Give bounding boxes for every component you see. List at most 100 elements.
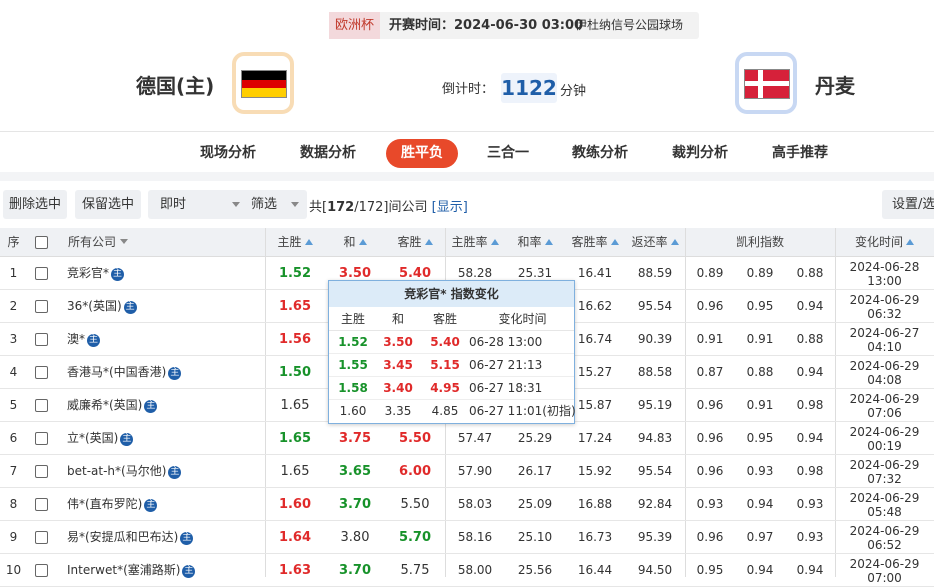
company[interactable]: 立*(英国) 主 xyxy=(67,422,134,455)
count-prefix: 共[ xyxy=(309,200,328,215)
tab[interactable]: 胜平负 xyxy=(386,139,458,168)
delete-button[interactable]: 删除选中 xyxy=(3,190,67,219)
popup-time: 06-28 13:00 xyxy=(469,335,543,349)
column-header: 客胜率 xyxy=(565,228,625,257)
sort-icon[interactable] xyxy=(424,239,433,245)
kelly: 0.88 xyxy=(746,365,774,379)
tab[interactable]: 裁判分析 xyxy=(672,145,728,161)
company[interactable]: 伟*(直布罗陀) 主 xyxy=(67,488,158,521)
company[interactable]: 威廉希*(英国) 主 xyxy=(67,389,158,422)
badge: 主 xyxy=(144,400,158,413)
odds: 5.40 xyxy=(398,266,432,281)
keep-button[interactable]: 保留选中 xyxy=(75,190,141,219)
settings-button[interactable]: 设置/选 xyxy=(882,190,934,219)
rate: 25.56 xyxy=(517,563,553,577)
row-number: 3 xyxy=(9,332,18,346)
sort-icon[interactable] xyxy=(906,239,914,245)
rate: 16.74 xyxy=(577,332,613,346)
sort-icon[interactable] xyxy=(120,239,129,244)
change-date: 2024-06-29 xyxy=(849,425,920,439)
mode-select[interactable]: 即时 xyxy=(148,190,250,219)
sort-icon[interactable] xyxy=(490,239,499,245)
show-link[interactable]: [显示] xyxy=(431,200,468,215)
company-name: bet-at-h*(马尔他) xyxy=(67,464,167,478)
odds: 1.65 xyxy=(280,464,310,479)
change-time: 06:52 xyxy=(867,538,902,552)
rate: 17.24 xyxy=(577,431,613,445)
company[interactable]: 香港马*(中国香港) 主 xyxy=(67,356,182,389)
tab[interactable]: 现场分析 xyxy=(200,145,256,161)
filter-text: 筛选 xyxy=(251,197,278,212)
band xyxy=(0,172,934,181)
popup-column: 和 xyxy=(377,307,419,331)
change-date: 2024-06-27 xyxy=(849,326,920,340)
popup-odds: 1.55 xyxy=(338,358,368,372)
rate: 57.47 xyxy=(457,431,493,445)
row-checkbox[interactable] xyxy=(35,531,48,544)
kelly: 0.88 xyxy=(796,266,824,280)
tab[interactable]: 三合一 xyxy=(487,145,529,161)
popup-title: 竞彩官* 指数变化 xyxy=(329,281,574,307)
rate: 94.50 xyxy=(637,563,673,577)
checkbox-all[interactable] xyxy=(35,236,48,249)
tab[interactable]: 高手推荐 xyxy=(772,145,828,161)
odds: 3.75 xyxy=(338,431,372,446)
kelly: 0.97 xyxy=(746,530,774,544)
league: 欧洲杯 xyxy=(329,12,380,39)
filter-select[interactable]: 筛选 xyxy=(242,190,307,219)
popup-column: 主胜 xyxy=(329,307,377,331)
change-date: 2024-06-29 xyxy=(849,491,920,505)
row-checkbox[interactable] xyxy=(35,432,48,445)
popup-odds: 3.40 xyxy=(383,381,413,395)
change-date: 2024-06-29 xyxy=(849,359,920,373)
rate: 15.87 xyxy=(577,398,613,412)
rate: 26.17 xyxy=(517,464,553,478)
company[interactable]: 澳* 主 xyxy=(67,323,101,356)
sort-icon[interactable] xyxy=(304,239,313,245)
venue: 伊杜纳信号公园球场 xyxy=(575,18,684,32)
odds: 1.52 xyxy=(278,266,312,281)
odds: 1.64 xyxy=(278,530,312,545)
count-suffix: /172]间公司 xyxy=(354,200,428,215)
row-number: 5 xyxy=(9,398,18,412)
sort-icon[interactable] xyxy=(670,239,679,245)
company[interactable]: 36*(英国) 主 xyxy=(67,290,137,323)
popup-odds: 4.85 xyxy=(431,404,459,418)
company[interactable]: Interwet*(塞浦路斯) 主 xyxy=(67,554,196,587)
sort-icon[interactable] xyxy=(358,239,367,245)
row-checkbox[interactable] xyxy=(35,366,48,379)
row-checkbox[interactable] xyxy=(35,333,48,346)
kelly: 0.89 xyxy=(746,266,774,280)
home-flag xyxy=(232,52,294,114)
company[interactable]: bet-at-h*(马尔他) 主 xyxy=(67,455,182,488)
tab[interactable]: 教练分析 xyxy=(572,145,628,161)
odds: 1.65 xyxy=(280,398,310,413)
kelly: 0.93 xyxy=(796,530,824,544)
row-checkbox[interactable] xyxy=(35,564,48,577)
odds: 1.65 xyxy=(278,431,312,446)
row-checkbox[interactable] xyxy=(35,267,48,280)
company[interactable]: 竞彩官* 主 xyxy=(67,257,125,290)
odds: 1.60 xyxy=(278,497,312,512)
popup-odds: 1.58 xyxy=(338,381,368,395)
company-name: 竞彩官* xyxy=(67,266,110,280)
column-title: 凯利指数 xyxy=(735,235,784,249)
kelly: 0.95 xyxy=(696,563,724,577)
company-name: 威廉希*(英国) xyxy=(67,398,143,412)
row-checkbox[interactable] xyxy=(35,300,48,313)
match-bar: 欧洲杯 开赛时间：2024-06-30 03:00 伊杜纳信号公园球场 xyxy=(329,12,699,39)
rate: 16.62 xyxy=(577,299,613,313)
row-checkbox[interactable] xyxy=(35,465,48,478)
column-header: 返还率 xyxy=(625,228,685,257)
row-checkbox[interactable] xyxy=(35,498,48,511)
popup-row-line xyxy=(329,399,574,400)
row-checkbox[interactable] xyxy=(35,399,48,412)
tab[interactable]: 数据分析 xyxy=(300,145,356,161)
kelly: 0.91 xyxy=(696,332,724,346)
change-date: 2024-06-29 xyxy=(849,458,920,472)
sort-icon[interactable] xyxy=(544,239,553,245)
company[interactable]: 易*(安提瓜和巴布达) 主 xyxy=(67,521,194,554)
sort-icon[interactable] xyxy=(610,239,619,245)
odds: 3.50 xyxy=(338,266,372,281)
odds: 5.70 xyxy=(398,530,432,545)
